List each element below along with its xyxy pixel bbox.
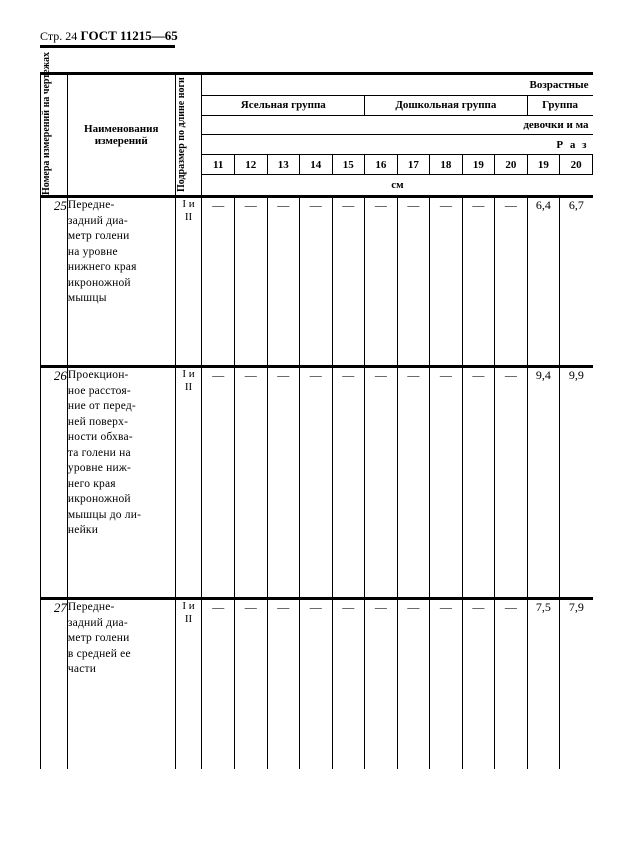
measurement-name: Передне-задний диа-метр голенина уровнен…: [67, 197, 175, 367]
value-cell: 7,9: [560, 599, 593, 769]
col-number: 20: [560, 155, 593, 175]
col-number: 11: [202, 155, 235, 175]
head-age-groups: Возрастные: [202, 74, 593, 96]
col-head-name: Наименования измерений: [67, 74, 175, 197]
value-cell: —: [430, 197, 463, 367]
head-raz: Р а з: [202, 135, 593, 155]
col-number: 18: [430, 155, 463, 175]
value-cell: 7,5: [527, 599, 560, 769]
measurement-name: Передне-задний диа-метр голенив средней …: [67, 599, 175, 769]
col-number: 15: [332, 155, 365, 175]
row-number: 25: [41, 197, 68, 367]
value-cell: 9,4: [527, 367, 560, 599]
col-number: 19: [462, 155, 495, 175]
table-row: 25Передне-задний диа-метр голенина уровн…: [41, 197, 593, 367]
value-cell: —: [235, 367, 268, 599]
value-cell: —: [397, 197, 430, 367]
value-cell: —: [365, 197, 398, 367]
col-number: 19: [527, 155, 560, 175]
value-cell: —: [267, 197, 300, 367]
value-cell: —: [462, 599, 495, 769]
col-number: 12: [235, 155, 268, 175]
col-head-subrazmer: Подразмер по длине ноги: [175, 74, 202, 197]
page-number: Стр. 24: [40, 29, 77, 43]
table-row: 27Передне-задний диа-метр голенив средне…: [41, 599, 593, 769]
page: Стр. 24 ГОСТ 11215—65 Номера измерений н…: [0, 0, 623, 862]
value-cell: —: [462, 197, 495, 367]
header-rule: [40, 45, 175, 48]
col-number: 14: [300, 155, 333, 175]
value-cell: —: [235, 599, 268, 769]
value-cell: 6,7: [560, 197, 593, 367]
measurements-table: Номера измерений на чертежах Наименовани…: [40, 72, 593, 769]
col-number: 16: [365, 155, 398, 175]
head-group-preschool: Дошкольная группа: [365, 95, 528, 115]
col-number: 17: [397, 155, 430, 175]
col-head-numbers: Номера измерений на чертежах: [41, 74, 68, 197]
value-cell: 9,9: [560, 367, 593, 599]
subrazmer: I иII: [175, 197, 202, 367]
value-cell: —: [202, 367, 235, 599]
head-group-group: Группа: [527, 95, 592, 115]
value-cell: —: [495, 197, 528, 367]
value-cell: —: [202, 599, 235, 769]
subrazmer: I иII: [175, 367, 202, 599]
value-cell: —: [462, 367, 495, 599]
value-cell: —: [332, 197, 365, 367]
value-cell: —: [365, 599, 398, 769]
value-cell: —: [267, 367, 300, 599]
value-cell: —: [397, 599, 430, 769]
value-cell: —: [332, 599, 365, 769]
standard-code: ГОСТ 11215—65: [81, 28, 178, 43]
row-number: 27: [41, 599, 68, 769]
value-cell: —: [332, 367, 365, 599]
head-group-nursery: Ясельная группа: [202, 95, 365, 115]
value-cell: 6,4: [527, 197, 560, 367]
value-cell: —: [202, 197, 235, 367]
measurement-name: Проекцион-ное расстоя-ние от перед-ней п…: [67, 367, 175, 599]
col-number: 13: [267, 155, 300, 175]
value-cell: —: [300, 197, 333, 367]
row-number: 26: [41, 367, 68, 599]
value-cell: —: [495, 599, 528, 769]
value-cell: —: [300, 599, 333, 769]
value-cell: —: [495, 367, 528, 599]
value-cell: —: [430, 599, 463, 769]
table-row: 26Проекцион-ное расстоя-ние от перед-ней…: [41, 367, 593, 599]
value-cell: —: [267, 599, 300, 769]
value-cell: —: [235, 197, 268, 367]
value-cell: —: [365, 367, 398, 599]
head-gender: девочки и ма: [202, 115, 593, 135]
value-cell: —: [397, 367, 430, 599]
head-unit: см: [202, 175, 593, 197]
value-cell: —: [300, 367, 333, 599]
value-cell: —: [430, 367, 463, 599]
subrazmer: I иII: [175, 599, 202, 769]
page-header: Стр. 24 ГОСТ 11215—65: [40, 28, 593, 48]
col-number: 20: [495, 155, 528, 175]
